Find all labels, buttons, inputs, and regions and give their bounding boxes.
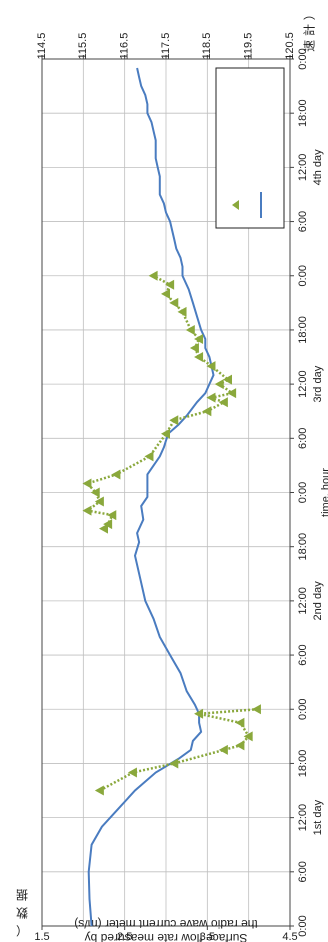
flow-rate-marker [177,306,187,317]
x-axis-title: time, hour [320,468,328,517]
time-tick-label: 6:00 [297,644,309,665]
flow-rate-marker [107,510,117,521]
flow-rate-marker [218,397,228,408]
time-tick-label: 6:00 [297,861,309,882]
time-tick-label: 6:00 [297,428,309,449]
flow-rate-marker [99,523,108,534]
flow-rate-marker [214,379,224,390]
legend-marker-symbol [232,200,239,210]
left-value-tick-label: 3.5 [200,931,215,942]
flow-rate-marker [251,704,261,715]
flow-rate-marker [169,297,179,308]
left-axis-title-line1: Surface flow rate measured by [85,931,248,942]
time-tick-label: 18:00 [297,99,309,127]
flow-rate-marker [235,740,245,751]
right-value-tick-label: 117.5 [160,33,172,60]
day-label: 4th day [312,149,324,186]
flow-rate-marker [82,478,92,489]
day-label: 2nd day [312,581,324,621]
right-value-tick-label: 116.5 [119,33,131,60]
right-value-tick-label: 115.5 [77,33,89,60]
flow-rate-marker [194,708,204,719]
right-value-tick-label: 118.5 [201,33,213,60]
flow-rate-connector [84,274,236,530]
right-axis-title: 速 計 ） [302,8,317,52]
flow-rate-marker [94,785,104,796]
flow-rate-marker [206,392,216,403]
time-tick-label: 12:00 [297,154,309,182]
legend-box [215,67,285,229]
left-value-tick-label: 2.5 [117,931,132,942]
water-level-line [87,67,215,927]
flow-rate-marker [148,270,158,281]
flow-rate-marker [161,288,170,299]
time-tick-label: 12:00 [297,370,309,398]
flow-rate-marker [111,469,121,480]
chart-layer: 0:00 6:00 12:00 18:00 0:00 6:00 12:00 18:00 0:00… [16,8,328,942]
left-axis-side-char: 数 [16,906,28,921]
flow-rate-marker [144,451,154,462]
time-tick-label: 18:00 [297,750,309,778]
left-axis-side-char: 据 [16,888,28,902]
right-value-tick-label: 119.5 [243,33,255,60]
flow-rate-marker [227,388,237,399]
flow-rate-marker [223,374,232,385]
time-tick-label: 0:00 [297,265,309,286]
flow-rate-marker [103,519,113,530]
flow-rate-marker [194,333,204,344]
flow-rate-marker [206,361,216,372]
flow-rate-marker [194,352,204,363]
flow-rate-marker [127,767,137,778]
day-label: 1st day [312,799,324,835]
flow-rate-marker [189,343,199,353]
flow-rate-marker [90,487,100,498]
time-tick-label: 6:00 [297,211,309,232]
right-value-tick-label: 120.5 [284,32,296,60]
time-tick-label: 12:00 [297,587,309,615]
left-value-tick-label: 1.5 [34,931,49,942]
flow-rate-marker [165,279,175,290]
flow-rate-connector [99,708,257,792]
time-tick-label: 0:00 [297,699,309,720]
time-tick-label: 0:00 [297,915,309,936]
time-tick-label: 0:00 [297,482,309,503]
time-tick-label: 18:00 [297,533,309,561]
right-value-tick-label: 114.5 [36,33,48,60]
flow-rate-marker [235,717,245,728]
day-label: 3rd day [312,365,324,402]
time-tick-label: 0:00 [297,48,309,69]
flow-rate-marker [202,406,212,417]
flow-rate-marker [185,324,195,335]
flow-rate-marker [161,428,170,439]
flow-rate-marker [94,496,104,507]
left-value-tick-label: 4.5 [282,931,297,942]
flow-rate-marker [218,744,228,755]
left-axis-side-char: （ [16,924,28,938]
flow-rate-marker [82,505,92,516]
flow-rate-marker [243,731,253,742]
flow-rate-marker [169,758,179,769]
time-tick-label: 18:00 [297,316,309,344]
left-axis-title-line2: the radio wave current meter (m/s) [74,917,257,931]
flow-rate-marker [169,415,179,426]
time-tick-label: 12:00 [297,804,309,832]
